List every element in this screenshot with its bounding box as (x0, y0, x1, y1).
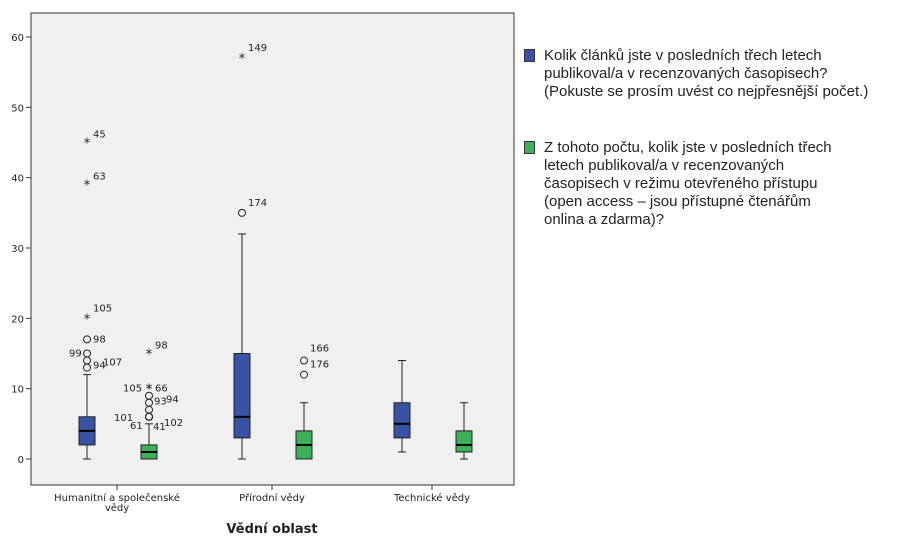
outlier-star: * (84, 179, 91, 194)
outlier-label: 41 (153, 422, 166, 433)
outlier-label: 98 (155, 341, 168, 352)
outlier-star: * (146, 348, 153, 363)
x-axis: Humanitní a společenské vědy Přírodní vědy… (54, 485, 470, 514)
box-0-1: *149 174 (233, 43, 267, 460)
outlier-label: 166 (310, 344, 329, 355)
x-tick-label: Přírodní vědy (239, 492, 305, 504)
outlier-star: * (239, 52, 246, 67)
outlier-star: * (84, 137, 91, 152)
legend-swatch-open-access (524, 141, 535, 154)
outlier-label: 98 (93, 334, 106, 345)
outlier-label: 66 (155, 384, 168, 395)
outlier-label: 94 (93, 361, 106, 372)
outlier-label: 94 (166, 395, 179, 406)
y-tick-label: 20 (11, 314, 24, 325)
outlier-label: 61 (130, 421, 143, 432)
outlier-label: 149 (248, 43, 267, 54)
outlier-label: 63 (93, 172, 106, 183)
outlier-label: 99 (69, 349, 82, 360)
legend-line: onlina a zdarma)? (544, 211, 665, 228)
legend: Kolik článků jste v posledních třech let… (524, 0, 906, 542)
legend-label-articles: Kolik článků jste v posledních třech let… (544, 47, 904, 101)
outlier-label: 101 (114, 413, 133, 424)
y-axis: 0 10 20 30 40 50 60 (11, 33, 31, 466)
outlier-circle (83, 363, 91, 372)
outlier-circle (145, 412, 153, 421)
legend-line: časopisech v režimu otevřeného přístupu (544, 175, 818, 192)
outlier-circle (238, 208, 246, 217)
y-tick-label: 0 (18, 455, 24, 466)
legend-swatch-articles (524, 49, 535, 62)
outlier-label: 105 (123, 384, 142, 395)
legend-label-open-access: Z tohoto počtu, kolik jste v posledních … (544, 139, 904, 229)
legend-line: Kolik článků jste v posledních třech let… (544, 47, 822, 64)
outlier-label: 176 (310, 360, 329, 371)
y-tick-label: 30 (11, 244, 24, 255)
outlier-label: 107 (103, 358, 122, 369)
box-1-2 (455, 402, 473, 460)
outlier-label: 174 (248, 198, 267, 209)
outlier-star: * (146, 383, 153, 398)
box-iqr (393, 402, 411, 439)
outlier-circle (83, 335, 91, 344)
outlier-label: 102 (164, 418, 183, 429)
x-tick-label: Humanitní a společenské vědy (54, 492, 180, 514)
x-axis-title: Vědní oblast (226, 522, 317, 537)
y-tick-label: 40 (11, 174, 24, 185)
box-iqr (233, 353, 251, 439)
y-tick-label: 60 (11, 33, 24, 44)
outlier-circle (300, 356, 308, 365)
y-tick-label: 50 (11, 103, 24, 114)
outlier-label: 105 (93, 303, 112, 314)
legend-line: (Pokuste se prosím uvést co nejpřesnější… (544, 83, 869, 100)
legend-line: (open access – jsou přístupné čtenářům (544, 193, 811, 210)
legend-line: letech publikoval/a v recenzovaných (544, 157, 785, 174)
legend-line: publikoval/a v recenzovaných časopisech? (544, 65, 828, 82)
plot-area (30, 12, 515, 486)
boxplot-chart: 0 10 20 30 40 50 60 Humanitní a společenské věd… (11, 12, 515, 537)
outlier-label: 45 (93, 130, 106, 141)
outlier-label: 93 (154, 397, 167, 408)
box-0-2 (393, 360, 411, 453)
outlier-circle (300, 370, 308, 379)
x-tick-label: Technické vědy (393, 492, 470, 504)
legend-line: Z tohoto počtu, kolik jste v posledních … (544, 139, 832, 156)
box-iqr (455, 430, 473, 453)
outlier-star: * (84, 312, 91, 327)
outlier-star: * (146, 383, 153, 398)
y-tick-label: 10 (11, 385, 24, 396)
